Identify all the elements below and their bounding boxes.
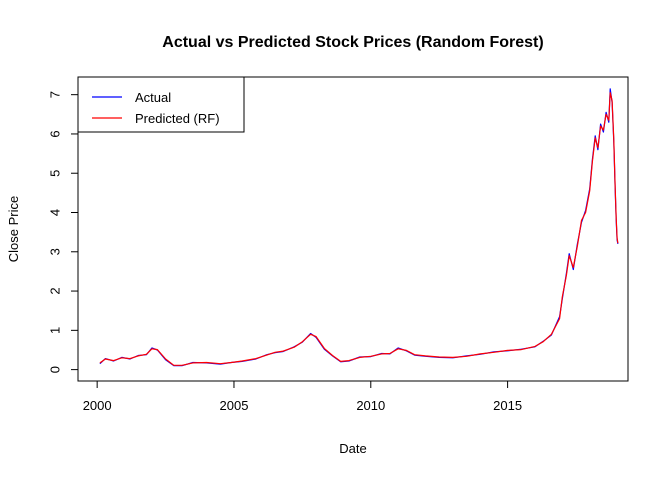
y-tick-label: 2 bbox=[47, 287, 62, 294]
legend-box bbox=[77, 76, 245, 133]
y-tick-label: 3 bbox=[47, 248, 62, 255]
y-tick-label: 6 bbox=[47, 130, 62, 137]
x-axis-label: Date bbox=[339, 441, 366, 456]
x-tick-label: 2015 bbox=[493, 398, 522, 413]
y-tick-label: 0 bbox=[47, 366, 62, 373]
y-axis-label: Close Price bbox=[6, 196, 21, 262]
y-tick-label: 1 bbox=[47, 327, 62, 334]
y-tick-label: 4 bbox=[47, 209, 62, 216]
x-axis: 2000 2005 2010 2015 bbox=[83, 380, 522, 413]
x-tick-label: 2005 bbox=[220, 398, 249, 413]
x-tick-label: 2010 bbox=[356, 398, 385, 413]
x-tick-label: 2000 bbox=[83, 398, 112, 413]
y-axis: 0 1 2 3 4 5 6 7 bbox=[47, 91, 79, 373]
series-line-predicted bbox=[99, 92, 619, 366]
series-layer bbox=[99, 88, 619, 367]
legend-label-predicted: Predicted (RF) bbox=[135, 111, 220, 126]
legend: Actual Predicted (RF) bbox=[77, 76, 245, 133]
y-tick-label: 5 bbox=[47, 170, 62, 177]
legend-label-actual: Actual bbox=[135, 90, 171, 105]
y-tick-label: 7 bbox=[47, 91, 62, 98]
chart-title: Actual vs Predicted Stock Prices (Random… bbox=[162, 34, 543, 51]
